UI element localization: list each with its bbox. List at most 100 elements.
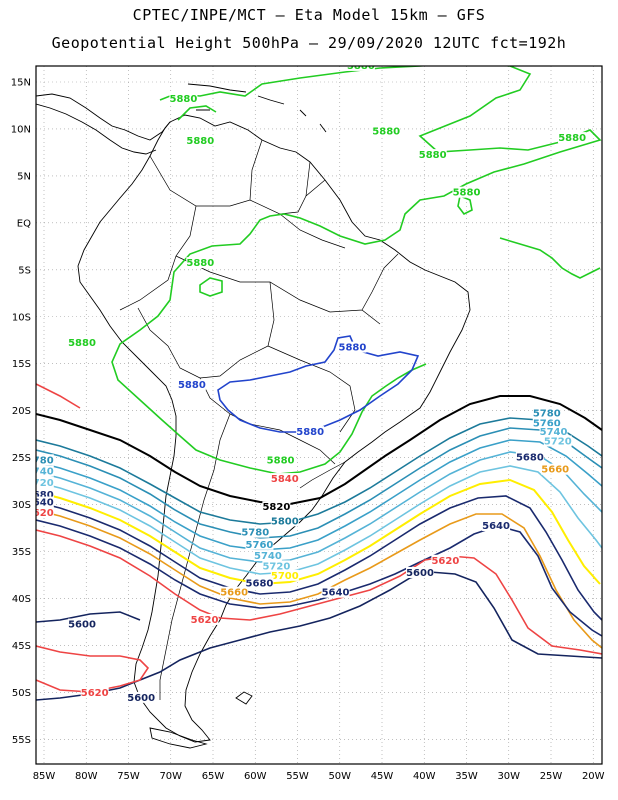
contour-label: 5880	[296, 427, 324, 438]
longitude-label: 70W	[159, 771, 182, 782]
contour-label-background	[245, 577, 274, 589]
contour-label: 5840	[271, 474, 299, 485]
latitude-label: 5S	[18, 265, 31, 276]
contour-label-background	[127, 691, 156, 703]
contour-label-background	[220, 586, 249, 598]
contour-label-background	[190, 613, 219, 625]
contour-label-background	[80, 687, 109, 699]
longitude-label: 65W	[202, 771, 225, 782]
contour-label: 5800	[271, 516, 299, 527]
contour-label-background	[270, 569, 299, 581]
contour-5880-small-ring	[199, 277, 223, 297]
contour-label: 5880	[68, 338, 96, 349]
contour-label-background	[418, 149, 447, 161]
axis-tick-layer: 15N 10N 5N EQ 5S 10S 15S 20S 25S 30S 35S 40S 45S 50S 5…	[11, 78, 605, 783]
latitude-label: 15S	[12, 359, 31, 370]
contour-label: 5640	[322, 588, 350, 599]
contour-label: 5880	[453, 188, 481, 199]
contour-label-background	[253, 550, 282, 562]
caribbean-islands	[187, 83, 327, 133]
contour-label: 5600	[68, 620, 96, 631]
contour-label: 5620	[191, 615, 219, 626]
contour-label-background	[482, 520, 511, 532]
contour-label-background	[296, 426, 325, 438]
contour-label-background	[372, 125, 401, 137]
contour-label: 5680	[516, 452, 544, 463]
contour-5880-north	[111, 66, 602, 475]
contour-label-background	[515, 451, 544, 463]
contour-5820	[36, 395, 602, 506]
map-title-line-1: CPTEC/INPE/MCT – Eta Model 15km – GFS	[132, 6, 486, 24]
contour-label-background	[169, 92, 198, 104]
longitude-label: 25W	[540, 771, 563, 782]
contour-label: 5740	[26, 467, 54, 478]
contour-5760	[36, 439, 602, 551]
contour-label-background	[36, 506, 54, 518]
latitude-label: 35S	[12, 547, 31, 558]
latitude-label: 30S	[12, 500, 31, 511]
contour-label: 5760	[246, 540, 274, 551]
latitude-label: EQ	[17, 218, 31, 229]
contour-5880-atlantic	[499, 237, 601, 279]
contour-5600	[36, 571, 602, 701]
contour-label-background	[186, 257, 215, 269]
longitude-label: 45W	[371, 771, 394, 782]
contour-label: 5700	[271, 571, 299, 582]
contour-label-background	[245, 538, 274, 550]
longitude-label: 75W	[117, 771, 140, 782]
longitude-label: 35W	[455, 771, 478, 782]
contour-label-background	[539, 426, 568, 438]
contour-label: 5620	[431, 556, 459, 567]
contour-label-background	[431, 554, 460, 566]
contour-5880-caribbean	[177, 105, 217, 121]
latitude-label: 10N	[11, 124, 31, 135]
contour-label: 5780	[26, 455, 54, 466]
contour-label: 5880	[186, 136, 214, 147]
contour-5800	[36, 417, 602, 525]
contour-label-background	[338, 341, 367, 353]
longitude-label: 30W	[497, 771, 520, 782]
latitude-label: 20S	[12, 406, 31, 417]
contour-5680	[36, 495, 602, 621]
contour-label-background	[543, 435, 572, 447]
contour-label-background	[406, 566, 435, 578]
longitude-label: 80W	[75, 771, 98, 782]
contour-label-background	[452, 186, 481, 198]
contour-label-background	[241, 526, 270, 538]
longitude-label: 40W	[413, 771, 436, 782]
contour-label: 5660	[541, 465, 569, 476]
latitude-label: 40S	[12, 594, 31, 605]
latitude-label: 25S	[12, 453, 31, 464]
contour-label-background	[177, 379, 206, 391]
contour-label-background	[266, 454, 295, 466]
contour-label-background	[36, 476, 54, 488]
contour-label-background	[68, 618, 97, 630]
coastline-layer	[36, 83, 471, 749]
contour-label: 5720	[262, 561, 290, 572]
contour-label-background	[68, 336, 97, 348]
contour-5720	[36, 465, 602, 575]
latitude-label: 55S	[12, 735, 31, 746]
contour-label-background	[541, 463, 570, 475]
longitude-label: 85W	[33, 771, 56, 782]
latitude-label: 45S	[12, 641, 31, 652]
contour-label: 5880	[419, 150, 447, 161]
contour-5640	[36, 519, 602, 637]
contour-5880-closed-high	[217, 335, 420, 433]
central-america-coastline	[36, 93, 171, 141]
falkland-islands	[235, 691, 253, 705]
contour-5620	[36, 383, 602, 655]
contour-label-background	[270, 473, 299, 485]
longitude-label: 60W	[244, 771, 267, 782]
map-title-line-2: Geopotential Height 500hPa – 29/09/2020 …	[51, 34, 567, 52]
contour-label-background	[36, 496, 54, 508]
contour-label: 5880	[339, 343, 367, 354]
latitude-label: 5N	[17, 171, 31, 182]
contour-lines	[36, 66, 602, 701]
contour-label: 5880	[558, 133, 586, 144]
contour-label: 5740	[254, 551, 282, 562]
lat-lon-grid	[36, 66, 602, 764]
contour-5660	[36, 509, 602, 649]
latitude-label: 15N	[11, 78, 31, 89]
